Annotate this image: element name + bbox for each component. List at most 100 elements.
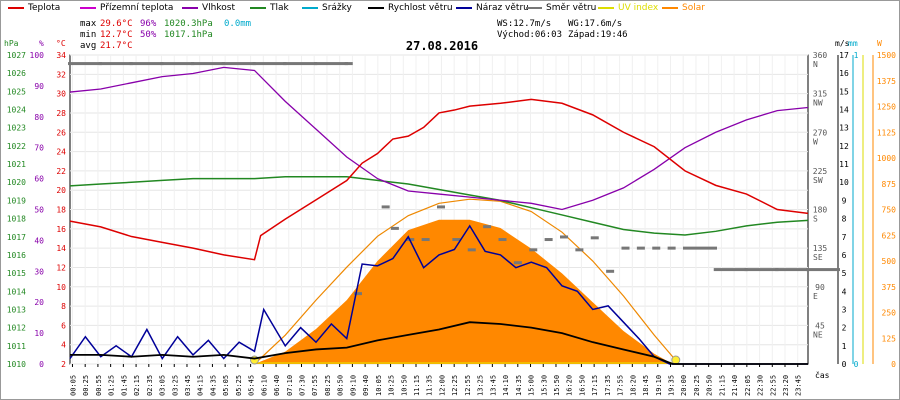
direction-tick-label: 180	[813, 206, 828, 215]
rain-tick-label: 0	[854, 360, 859, 369]
stat-min-hum: 50%	[140, 30, 157, 40]
wind-direction-mark	[160, 62, 195, 66]
time-tick-label: 22:30	[757, 375, 765, 396]
wind-tick-label: 16	[839, 69, 849, 78]
time-tick-label: 17:35	[604, 375, 612, 396]
legend-smer-vetru: Směr větru	[526, 3, 596, 13]
wind-direction-mark	[560, 235, 568, 239]
pressure-tick-label: 1023	[7, 124, 26, 133]
time-tick-label: 20:50	[706, 375, 714, 396]
time-tick-label: 09:10	[349, 375, 357, 396]
time-tick-label: 03:05	[159, 375, 167, 396]
pressure-tick-label: 1013	[7, 305, 26, 314]
stat-min-press: 1017.1hPa	[164, 30, 213, 40]
pressure-tick-label: 1012	[7, 324, 26, 333]
humidity-line	[69, 66, 809, 211]
pressure-line	[69, 176, 809, 236]
legend-naraz-vetru: Náraz větru	[456, 3, 529, 13]
direction-tick-label: 315	[813, 90, 828, 99]
legend-solar: Solar	[662, 3, 705, 13]
axis-unit-hpa: hPa	[4, 39, 19, 48]
direction-compass-label: SE	[813, 253, 823, 262]
time-tick-label: 04:35	[209, 375, 217, 396]
time-tick-label: 13:25	[477, 375, 485, 396]
temperature-tick-label: 14	[56, 244, 66, 253]
time-tick-label: 17:15	[591, 375, 599, 396]
stat-max-rain: 0.0mm	[224, 19, 252, 29]
time-tick-label: 11:15	[413, 375, 421, 396]
temperature-tick-label: 34	[56, 51, 66, 60]
wind-direction-mark	[314, 62, 348, 66]
solar-tick-label: 1000	[877, 154, 896, 163]
time-tick-label: 00:55	[95, 375, 103, 396]
time-tick-label: 13:45	[489, 375, 497, 396]
humidity-tick-label: 90	[34, 82, 44, 91]
time-tick-label: 00:25	[82, 375, 90, 396]
time-tick-label: 02:35	[146, 375, 154, 396]
humidity-tick-label: 40	[34, 236, 44, 245]
temperature-tick-label: 18	[56, 206, 66, 215]
pressure-tick-label: 1021	[7, 160, 26, 169]
time-tick-label: 10:25	[388, 375, 396, 396]
time-tick-label: 22:55	[769, 375, 777, 396]
time-tick-label: 04:15	[197, 375, 205, 396]
time-tick-label: 15:30	[540, 375, 548, 396]
stat-avg-label: avg	[80, 41, 97, 51]
axis-unit-mm: mm	[848, 39, 858, 48]
time-tick-label: 14:10	[502, 375, 510, 396]
direction-tick-label: 45	[815, 321, 825, 330]
wind-direction-mark	[667, 246, 676, 250]
wind-direction-mark	[467, 248, 476, 252]
time-tick-label: 08:50	[337, 375, 345, 396]
wind-direction-mark	[68, 62, 102, 66]
wind-tick-label: 6	[842, 251, 847, 260]
pressure-tick-label: 1016	[7, 251, 26, 260]
wind-direction-mark	[381, 205, 390, 209]
temperature-tick-label: 16	[56, 225, 66, 234]
solar-tick-label: 250	[882, 309, 897, 318]
wind-tick-label: 2	[842, 324, 847, 333]
pressure-tick-label: 1017	[7, 233, 26, 242]
time-tick-label: 23:45	[795, 375, 803, 396]
wind-direction-mark	[621, 246, 630, 250]
time-tick-label: 20:00	[680, 375, 688, 396]
rain-tick-label: 1	[854, 51, 859, 60]
time-tick-label: 19:10	[655, 375, 663, 396]
time-tick-label: 05:25	[235, 375, 243, 396]
wind-tick-label: 9	[842, 196, 847, 205]
direction-tick-label: 90	[815, 283, 825, 292]
humidity-tick-label: 10	[34, 329, 44, 338]
time-tick-label: 08:25	[324, 375, 332, 396]
time-tick-label: 03:25	[171, 375, 179, 396]
stat-max-hum: 96%	[140, 19, 157, 29]
time-tick-label: 21:40	[731, 375, 739, 396]
temperature-tick-label: 24	[56, 148, 66, 157]
solar-tick-label: 1375	[877, 77, 896, 86]
wind-direction-mark	[498, 238, 507, 242]
pressure-tick-label: 1019	[7, 196, 26, 205]
time-tick-label: 17:55	[617, 375, 625, 396]
direction-compass-label: NW	[813, 99, 823, 108]
wind-direction-mark	[452, 238, 461, 242]
wind-tick-label: 11	[839, 160, 849, 169]
wind-direction-mark	[713, 268, 748, 272]
temperature-tick-label: 28	[56, 109, 66, 118]
direction-compass-label: N	[813, 60, 818, 69]
solar-max-line	[254, 198, 680, 365]
time-tick-label: 02:15	[133, 375, 141, 396]
time-tick-label: 03:45	[184, 375, 192, 396]
wind-tick-label: 17	[839, 51, 849, 60]
wind-direction-mark	[606, 269, 615, 273]
time-tick-label: 07:30	[298, 375, 306, 396]
pressure-tick-label: 1010	[7, 360, 26, 369]
humidity-tick-label: 100	[30, 51, 45, 60]
pressure-tick-label: 1024	[7, 106, 26, 115]
wind-tick-label: 7	[842, 233, 847, 242]
wind-tick-label: 12	[839, 142, 849, 151]
time-tick-label: 07:55	[311, 375, 319, 396]
stat-avg-temp: 21.7°C	[100, 41, 133, 51]
time-tick-label: 15:50	[553, 375, 561, 396]
temperature-tick-label: 10	[56, 283, 66, 292]
legend-tlak: Tlak	[250, 3, 289, 13]
solar-tick-label: 875	[882, 180, 897, 189]
